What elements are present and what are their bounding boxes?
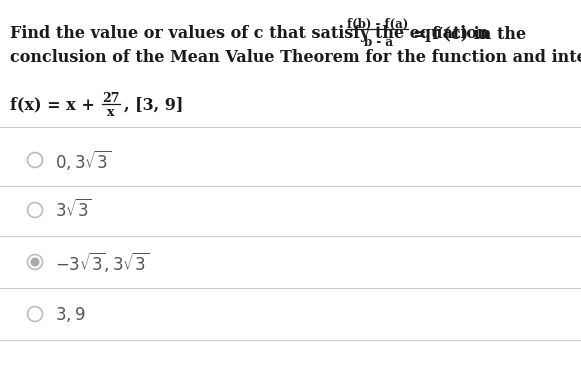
Text: $3, 9$: $3, 9$ bbox=[55, 305, 85, 324]
Text: $3\sqrt{3}$: $3\sqrt{3}$ bbox=[55, 199, 92, 221]
Text: $0, 3\sqrt{3}$: $0, 3\sqrt{3}$ bbox=[55, 148, 111, 172]
Text: conclusion of the Mean Value Theorem for the function and interval.: conclusion of the Mean Value Theorem for… bbox=[10, 50, 581, 67]
Text: = f′(c) in the: = f′(c) in the bbox=[413, 26, 526, 43]
Text: Find the value or values of c that satisfy the equation: Find the value or values of c that satis… bbox=[10, 26, 489, 43]
Text: x: x bbox=[107, 106, 115, 118]
Text: f(x) = x +: f(x) = x + bbox=[10, 96, 95, 113]
Text: b - a: b - a bbox=[364, 36, 393, 50]
Text: 27: 27 bbox=[102, 91, 120, 104]
Circle shape bbox=[30, 257, 40, 267]
Text: f(b) - f(a): f(b) - f(a) bbox=[347, 17, 408, 31]
Text: , [3, 9]: , [3, 9] bbox=[124, 96, 184, 113]
Text: $-3\sqrt{3}, 3\sqrt{3}$: $-3\sqrt{3}, 3\sqrt{3}$ bbox=[55, 250, 149, 274]
